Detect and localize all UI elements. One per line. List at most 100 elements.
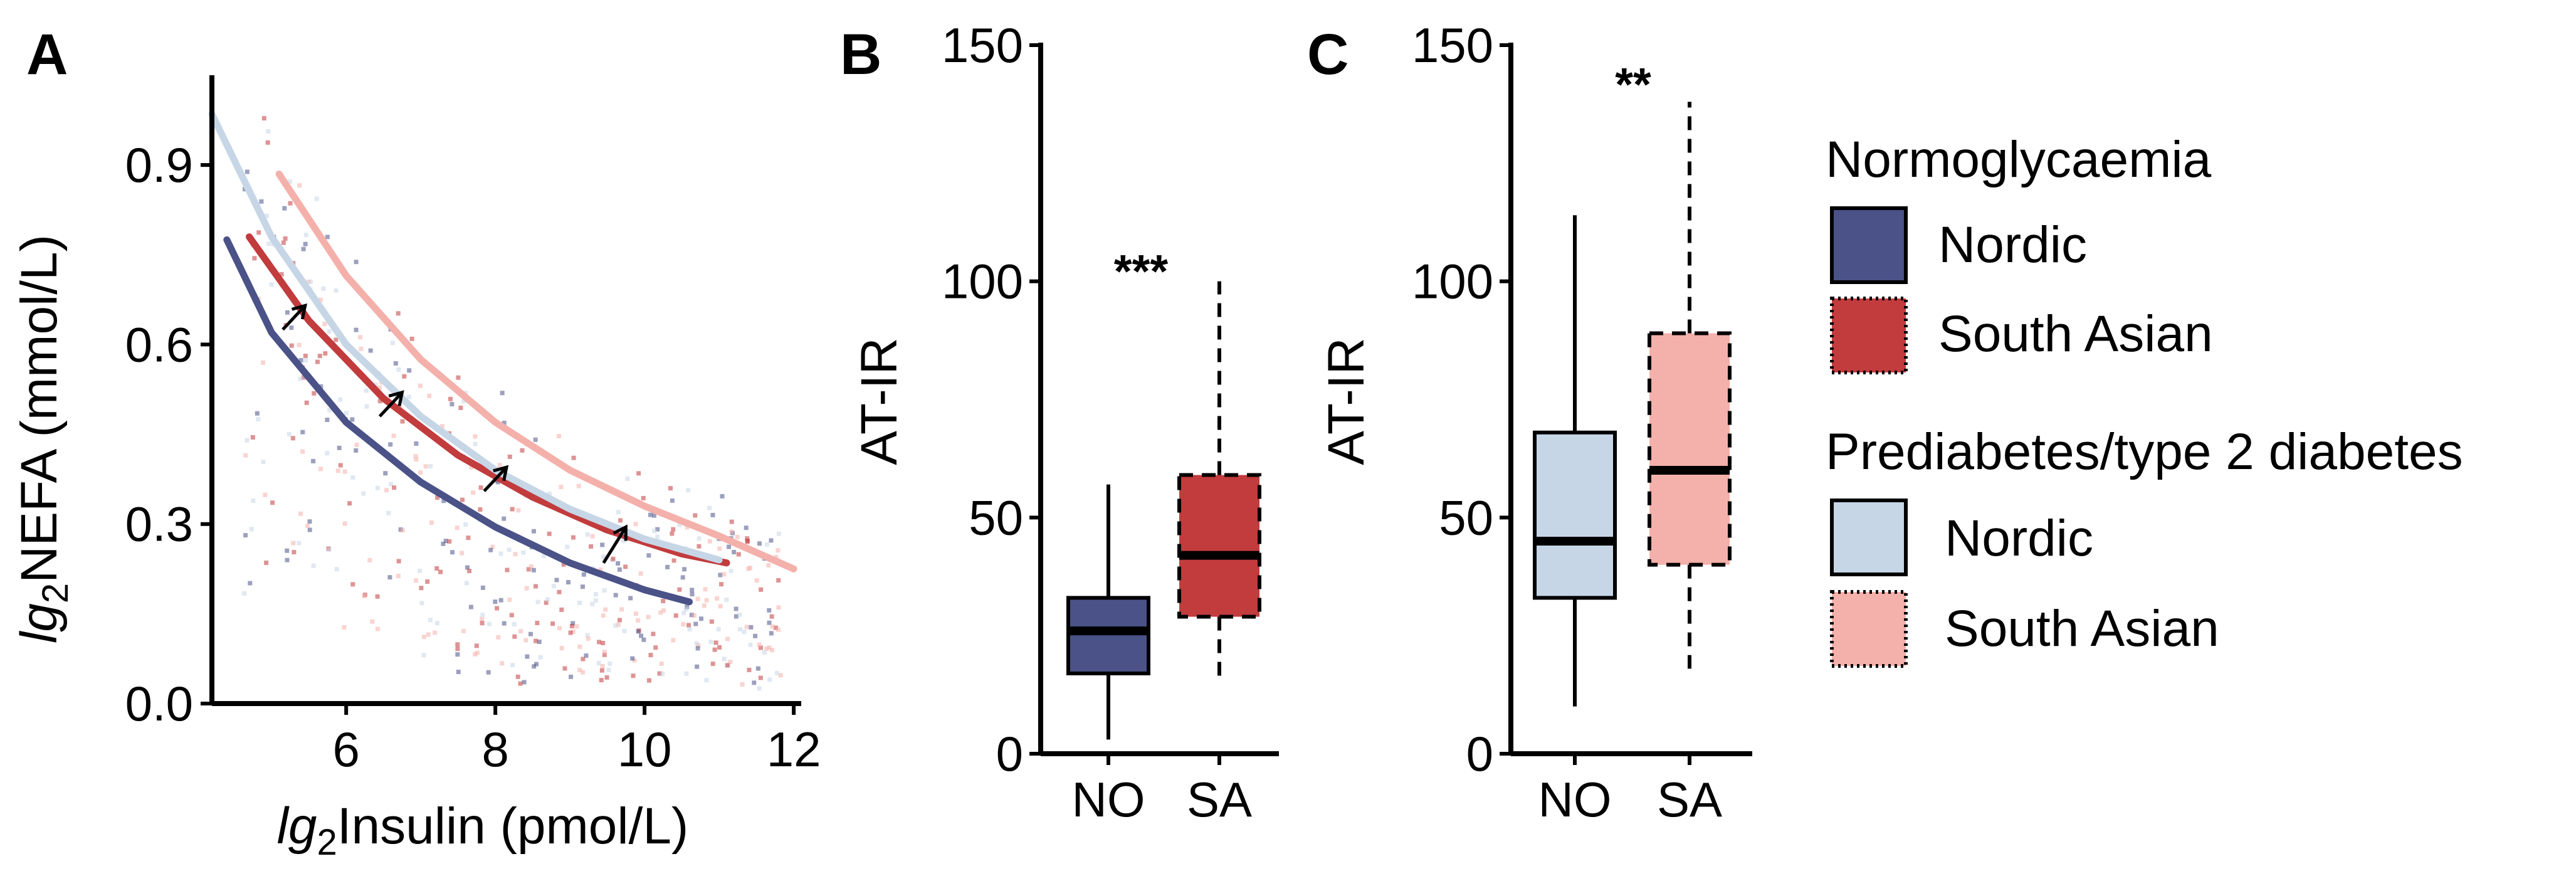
scatter-point xyxy=(571,455,576,460)
scatter-point xyxy=(347,501,352,506)
scatter-point xyxy=(252,256,257,261)
scatter-point xyxy=(359,346,364,351)
scatter-point xyxy=(287,431,292,436)
scatter-point xyxy=(687,626,692,631)
scatter-point xyxy=(255,411,260,416)
scatter-point xyxy=(774,670,779,675)
panel-c-y-tick-label: 150 xyxy=(1412,18,1493,73)
scatter-point xyxy=(285,557,290,562)
scatter-point xyxy=(318,297,323,302)
scatter-point xyxy=(523,638,528,643)
scatter-point xyxy=(677,587,682,592)
scatter-point xyxy=(248,581,253,586)
scatter-point xyxy=(311,563,316,568)
scatter-point xyxy=(386,510,391,515)
scatter-point xyxy=(683,606,688,611)
scatter-point xyxy=(400,419,405,424)
scatter-point xyxy=(373,382,378,387)
scatter-point xyxy=(249,527,254,532)
scatter-point xyxy=(495,606,500,611)
scatter-point xyxy=(303,233,308,238)
scatter-point xyxy=(554,578,559,583)
scatter-point xyxy=(707,539,712,544)
scatter-point xyxy=(765,542,769,547)
scatter-point xyxy=(545,597,550,602)
scatter-point xyxy=(414,578,419,583)
scatter-point xyxy=(266,241,271,246)
scatter-point xyxy=(390,340,395,346)
scatter-point xyxy=(738,627,742,631)
scatter-point xyxy=(537,640,542,644)
scatter-point xyxy=(684,671,689,676)
panel-c-y-tick-label: 0 xyxy=(1466,726,1493,781)
scatter-point xyxy=(593,592,598,596)
scatter-point xyxy=(406,394,411,399)
legend: Normoglycaemia Nordic South Asian Predia… xyxy=(1826,131,2463,668)
scatter-point xyxy=(388,442,393,447)
scatter-point xyxy=(375,594,380,599)
scatter-point xyxy=(264,561,269,565)
scatter-point xyxy=(680,575,685,580)
scatter-point xyxy=(423,464,428,469)
scatter-point xyxy=(507,454,512,459)
scatter-point xyxy=(709,619,714,624)
scatter-point xyxy=(774,625,778,630)
scatter-point xyxy=(571,535,576,540)
panel-a-x-tick-label: 10 xyxy=(618,722,672,777)
scatter-point xyxy=(752,680,757,685)
scatter-point xyxy=(507,598,512,602)
legend-label-normo-nordic: Nordic xyxy=(1938,216,2087,273)
scatter-point xyxy=(251,499,256,503)
scatter-point xyxy=(265,140,270,145)
scatter-point xyxy=(689,613,694,618)
scatter-point xyxy=(707,505,712,510)
scatter-point xyxy=(497,463,502,468)
scatter-point xyxy=(518,629,523,634)
scatter-point xyxy=(703,587,708,592)
scatter-point xyxy=(500,661,505,666)
scatter-point xyxy=(307,519,312,524)
scatter-point xyxy=(498,551,503,556)
scatter-point xyxy=(744,525,749,530)
scatter-point xyxy=(393,361,398,366)
scatter-point xyxy=(418,383,423,388)
scatter-point xyxy=(515,674,520,679)
scatter-point xyxy=(301,246,306,251)
panel-a-x-tick-label: 12 xyxy=(767,722,821,777)
scatter-point xyxy=(570,629,576,634)
scatter-point xyxy=(693,513,698,518)
panel-a-y-tick-label: 0.9 xyxy=(125,137,193,193)
scatter-point xyxy=(354,448,359,453)
scatter-point xyxy=(585,633,590,638)
scatter-point xyxy=(488,547,493,552)
scatter-point xyxy=(623,564,628,569)
scatter-point xyxy=(460,551,465,556)
scatter-point xyxy=(358,335,363,340)
scatter-point xyxy=(767,677,772,682)
scatter-point xyxy=(263,492,268,497)
scatter-point xyxy=(581,670,586,675)
scatter-point xyxy=(307,527,312,532)
scatter-point xyxy=(318,467,323,472)
scatter-point xyxy=(755,666,760,671)
scatter-point xyxy=(602,588,607,593)
scatter-point xyxy=(297,541,302,546)
scatter-point xyxy=(474,643,479,648)
scatter-point xyxy=(722,572,727,577)
panel-a-x-axis-label: lg2Insulin (pmol/L) xyxy=(277,798,689,863)
scatter-point xyxy=(544,600,549,605)
scatter-point xyxy=(407,368,412,373)
scatter-point xyxy=(480,621,485,626)
scatter-point xyxy=(733,614,739,619)
scatter-point xyxy=(298,376,303,381)
scatter-point xyxy=(636,618,641,623)
scatter-point xyxy=(652,529,657,534)
scatter-point xyxy=(710,662,715,667)
scatter-point xyxy=(261,360,266,365)
scatter-point xyxy=(561,562,566,567)
scatter-point xyxy=(718,573,723,578)
scatter-point xyxy=(704,598,709,603)
panel-c-significance-label: ** xyxy=(1615,58,1651,110)
scatter-point xyxy=(531,567,536,573)
scatter-point xyxy=(704,678,709,683)
